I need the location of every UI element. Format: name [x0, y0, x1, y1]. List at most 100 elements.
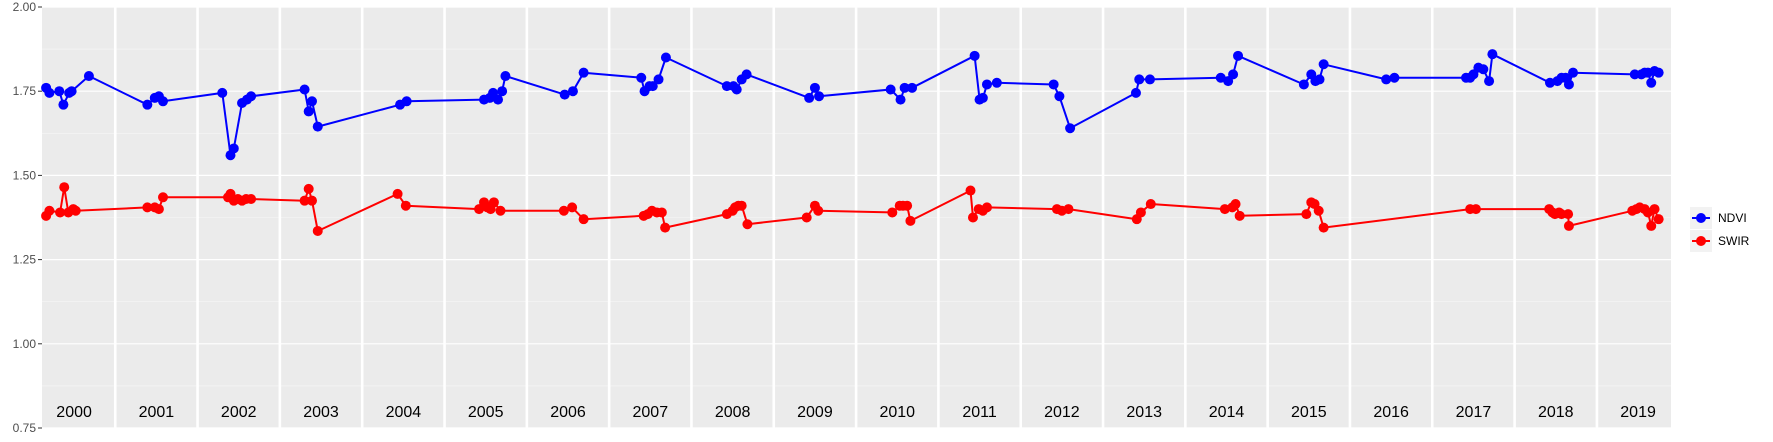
- data-point-ndvi: [895, 94, 906, 105]
- data-point-ndvi: [246, 91, 257, 102]
- data-point-swir: [742, 219, 753, 230]
- year-label: 2007: [633, 404, 669, 421]
- data-point-swir: [1646, 220, 1657, 231]
- data-point-ndvi: [58, 99, 69, 110]
- data-point-swir: [158, 192, 169, 203]
- data-point-swir: [801, 212, 812, 223]
- year-label: 2016: [1373, 404, 1409, 421]
- data-point-swir: [44, 205, 55, 216]
- data-point-ndvi: [1228, 69, 1239, 80]
- data-point-swir: [312, 225, 323, 236]
- data-point-swir: [1135, 207, 1146, 218]
- data-point-swir: [59, 182, 70, 193]
- data-point-swir: [488, 197, 499, 208]
- data-point-ndvi: [493, 94, 504, 105]
- year-labels: 2000 2001 2002 2003 2004 2005 2006 2007 2008 2009…: [56, 404, 1656, 421]
- data-point-ndvi: [969, 50, 980, 61]
- data-point-swir: [1301, 209, 1312, 220]
- data-point-ndvi: [1048, 79, 1059, 90]
- data-point-swir: [1653, 214, 1664, 225]
- data-point-ndvi: [1478, 64, 1489, 75]
- data-point-swir: [558, 205, 569, 216]
- data-point-ndvi: [1054, 91, 1065, 102]
- data-point-swir: [142, 202, 153, 213]
- data-point-ndvi: [142, 99, 153, 110]
- data-point-swir: [55, 207, 66, 218]
- data-point-ndvi: [814, 91, 825, 102]
- data-point-swir: [567, 202, 578, 213]
- year-label: 2000: [56, 404, 92, 421]
- data-point-ndvi: [1134, 74, 1145, 85]
- data-point-ndvi: [228, 143, 239, 154]
- y-tick-label: 0.75: [13, 421, 37, 435]
- year-label: 2001: [139, 404, 175, 421]
- data-point-ndvi: [306, 96, 317, 107]
- data-point-swir: [495, 205, 506, 216]
- data-point-swir: [1145, 199, 1156, 210]
- data-point-ndvi: [809, 82, 820, 93]
- data-point-swir: [153, 204, 164, 215]
- data-point-swir: [306, 195, 317, 206]
- year-label: 2005: [468, 404, 504, 421]
- data-point-swir: [967, 212, 978, 223]
- year-label: 2012: [1044, 404, 1080, 421]
- data-point-swir: [392, 188, 403, 199]
- data-point-ndvi: [1568, 67, 1579, 78]
- data-point-ndvi: [217, 87, 228, 98]
- year-label: 2006: [550, 404, 586, 421]
- data-point-ndvi: [44, 87, 55, 98]
- data-point-ndvi: [312, 121, 323, 132]
- data-point-ndvi: [1318, 59, 1329, 70]
- year-label: 2011: [962, 404, 997, 421]
- data-point-ndvi: [1298, 79, 1309, 90]
- data-point-ndvi: [83, 71, 94, 82]
- year-label: 2015: [1291, 404, 1327, 421]
- year-label: 2002: [221, 404, 257, 421]
- legend-label-swir: SWIR: [1718, 234, 1750, 248]
- data-point-ndvi: [907, 82, 918, 93]
- data-point-swir: [246, 193, 257, 204]
- y-tick-label: 2.00: [13, 0, 37, 14]
- y-tick-label: 1.50: [13, 168, 37, 182]
- data-point-swir: [578, 214, 589, 225]
- data-point-ndvi: [1144, 74, 1155, 85]
- data-point-ndvi: [578, 67, 589, 78]
- data-point-ndvi: [299, 84, 310, 95]
- data-point-swir: [902, 200, 913, 211]
- data-point-swir: [656, 207, 667, 218]
- year-label: 2009: [797, 404, 833, 421]
- year-label: 2014: [1209, 404, 1245, 421]
- data-point-ndvi: [567, 86, 578, 97]
- data-point-swir: [299, 195, 310, 206]
- data-point-swir: [1313, 205, 1324, 216]
- year-label: 2013: [1126, 404, 1162, 421]
- data-point-ndvi: [158, 96, 169, 107]
- data-point-ndvi: [1563, 79, 1574, 90]
- y-axis: 0.75 1.00 1.25 1.50 1.75 2.00: [13, 0, 42, 435]
- data-point-swir: [1649, 204, 1660, 215]
- data-point-ndvi: [1487, 49, 1498, 60]
- data-point-swir: [70, 205, 81, 216]
- data-point-ndvi: [1484, 76, 1495, 87]
- year-label: 2019: [1620, 404, 1656, 421]
- data-point-ndvi: [1653, 67, 1664, 78]
- legend-label-ndvi: NDVI: [1718, 211, 1747, 225]
- series-layer: [41, 49, 1664, 236]
- data-point-ndvi: [1065, 123, 1076, 134]
- year-label: 2017: [1456, 404, 1492, 421]
- data-point-ndvi: [804, 92, 815, 103]
- data-point-ndvi: [1389, 72, 1400, 83]
- grid-major: [42, 6, 1671, 429]
- data-point-ndvi: [401, 96, 412, 107]
- data-point-swir: [1234, 210, 1245, 221]
- data-point-ndvi: [885, 84, 896, 95]
- data-point-ndvi: [977, 92, 988, 103]
- y-tick-label: 1.00: [13, 337, 37, 351]
- data-point-ndvi: [1314, 74, 1325, 85]
- data-point-ndvi: [653, 74, 664, 85]
- data-point-swir: [660, 222, 671, 233]
- data-point-ndvi: [660, 52, 671, 63]
- data-point-swir: [1563, 209, 1574, 220]
- data-point-ndvi: [1233, 50, 1244, 61]
